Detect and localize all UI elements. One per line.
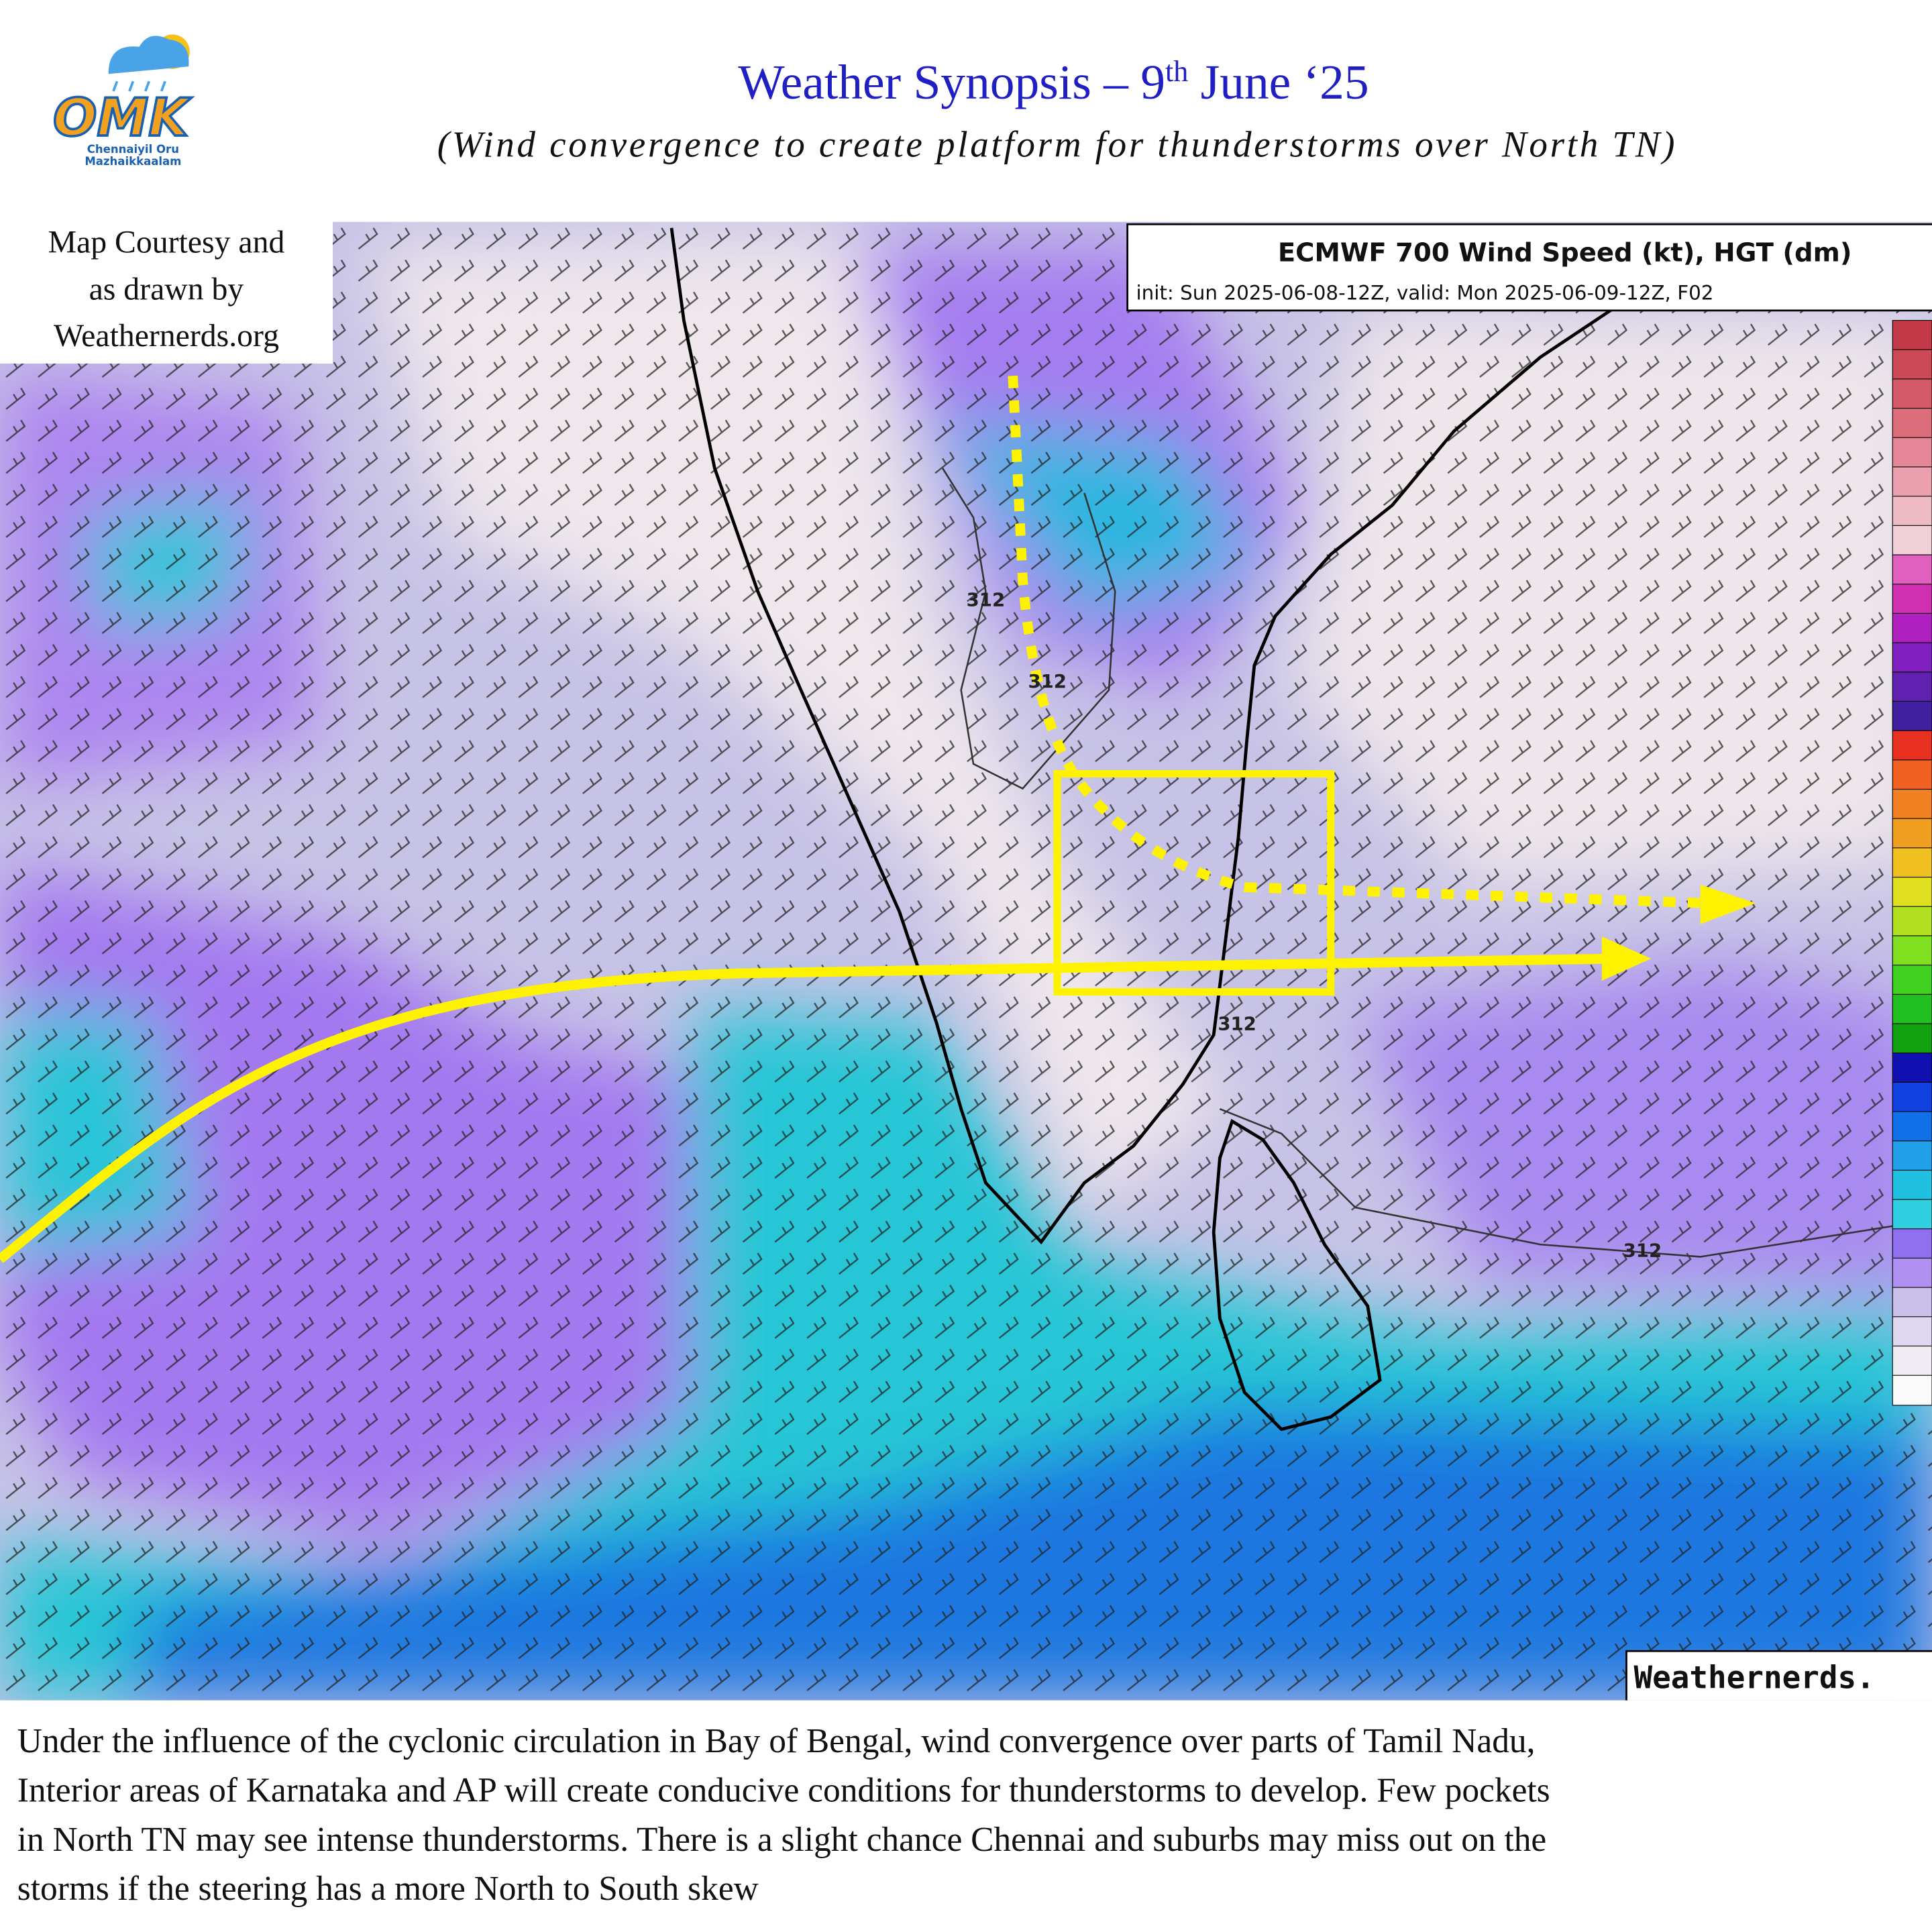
courtesy-line: Map Courtesy and (48, 225, 285, 260)
subtitle: (Wind convergence to create platform for… (437, 123, 1677, 164)
logo-line: Chennaiyil Oru (87, 143, 179, 156)
colorbar-cell (1892, 818, 1932, 849)
colorbar-cell (1892, 1140, 1932, 1171)
colorbar-cell (1892, 672, 1932, 702)
colorbar-cell (1892, 525, 1932, 556)
logo: OMK Chennaiyil Oru Mazhaikkaalam (43, 24, 193, 199)
contour-label: 312 (1028, 671, 1067, 692)
colorbar-cell (1892, 730, 1932, 761)
colorbar-cell (1892, 496, 1932, 527)
colorbar-cell (1892, 994, 1932, 1025)
colorbar-cell (1892, 935, 1932, 967)
contour-label: 312 (967, 590, 1006, 611)
colorbar-cell (1892, 349, 1932, 380)
logo-line: Mazhaikkaalam (85, 155, 181, 168)
body-line: Under the influence of the cyclonic circ… (17, 1722, 1536, 1760)
contour-label: 312 (1218, 1014, 1256, 1035)
body-line: storms if the steering has a more North … (17, 1870, 759, 1908)
colorbar-cell (1892, 1375, 1932, 1406)
colorbar-cell (1892, 700, 1932, 732)
colorbar-cell (1892, 847, 1932, 879)
map: ECMWF 700 Wind Speed (kt), HGT (dm) init… (0, 221, 1932, 1701)
body-line: in North TN may see intense thunderstorm… (17, 1821, 1547, 1859)
colorbar-cell (1892, 1023, 1932, 1055)
colorbar-cell (1892, 1345, 1932, 1377)
map-run: init: Sun 2025-06-08-12Z, valid: Mon 202… (1136, 281, 1713, 304)
colorbar-cell (1892, 408, 1932, 439)
colorbar-cell (1892, 877, 1932, 908)
colorbar-cell (1892, 1257, 1932, 1289)
title: Weather Synopsis – 9th June ‘25 (738, 55, 1368, 109)
logo-mark: OMK (53, 88, 192, 148)
colorbar-cell (1892, 378, 1932, 410)
courtesy-line: as drawn by (89, 271, 244, 307)
watermark: Weathernerds. (1634, 1659, 1875, 1695)
colorbar-cell (1892, 788, 1932, 820)
colorbar (1892, 320, 1932, 1406)
body-line: Interior areas of Karnataka and AP will … (17, 1771, 1550, 1809)
colorbar-cell (1892, 554, 1932, 586)
colorbar-cell (1892, 612, 1932, 644)
colorbar-cell (1892, 437, 1932, 468)
map-title: ECMWF 700 Wind Speed (kt), HGT (dm) (1278, 237, 1852, 268)
colorbar-cell (1892, 1287, 1932, 1318)
colorbar-cell (1892, 642, 1932, 674)
colorbar-cell (1892, 1081, 1932, 1113)
colorbar-cell (1892, 906, 1932, 937)
colorbar-cell (1892, 1169, 1932, 1201)
colorbar-cell (1892, 1199, 1932, 1230)
colorbar-cell (1892, 584, 1932, 614)
colorbar-cell (1892, 466, 1932, 498)
courtesy-line: Weathernerds.org (54, 318, 279, 354)
colorbar-cell (1892, 1111, 1932, 1142)
contour-label: 312 (1623, 1240, 1662, 1261)
colorbar-cell (1892, 759, 1932, 790)
colorbar-cell (1892, 1316, 1932, 1347)
colorbar-cell (1892, 1228, 1932, 1259)
colorbar-cell (1892, 965, 1932, 996)
colorbar-cell (1892, 1053, 1932, 1083)
colorbar-cell (1892, 320, 1932, 351)
